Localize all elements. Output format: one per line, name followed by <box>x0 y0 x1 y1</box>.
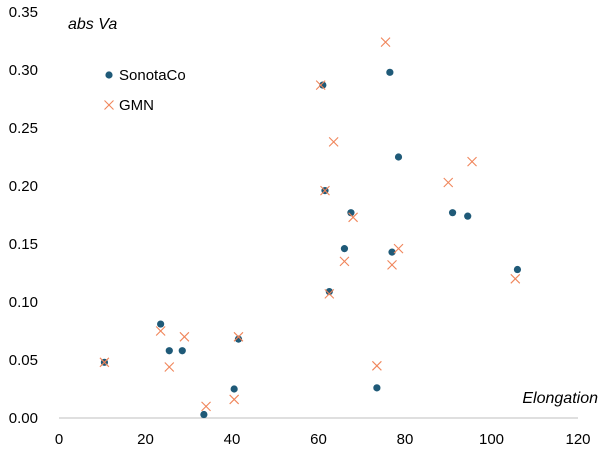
x-tick-label: 0 <box>55 431 63 448</box>
data-point-gmn <box>320 185 330 196</box>
data-point-sonotaco <box>386 68 394 76</box>
data-point-gmn <box>315 80 326 90</box>
data-point-gmn <box>229 394 240 405</box>
data-point-sonotaco <box>340 245 349 253</box>
series-sonotaco <box>100 68 522 419</box>
data-points <box>99 37 522 419</box>
data-point-sonotaco <box>448 209 457 217</box>
x-tick-label: 20 <box>137 431 154 448</box>
x-tick-label: 120 <box>565 431 590 448</box>
data-point-sonotaco <box>347 209 355 217</box>
data-point-sonotaco <box>234 335 243 343</box>
data-point-sonotaco <box>319 81 327 89</box>
x-tick-labels: 0 20 40 60 80 100 120 <box>55 431 591 448</box>
y-tick-label: 0.05 <box>9 352 38 369</box>
data-point-sonotaco <box>325 287 333 296</box>
data-point-gmn <box>510 273 521 284</box>
legend-item-gmn: GMN <box>104 97 154 114</box>
legend: SonotaCo GMN <box>104 67 186 114</box>
data-point-gmn <box>201 401 211 412</box>
y-tick-labels: 0.00 0.05 0.10 0.15 0.20 0.25 0.30 0.35 <box>9 4 38 427</box>
data-point-gmn <box>380 37 391 48</box>
legend-item-sonotaco: SonotaCo <box>105 67 186 84</box>
data-point-sonotaco <box>388 248 396 256</box>
data-point-sonotaco <box>178 347 186 355</box>
data-point-gmn <box>339 256 350 267</box>
x-tick-label: 60 <box>310 431 327 448</box>
y-tick-label: 0.25 <box>9 120 38 137</box>
data-point-gmn <box>155 326 166 336</box>
legend-label-sonotaco: SonotaCo <box>119 67 186 84</box>
y-tick-label: 0.35 <box>9 4 38 21</box>
y-tick-label: 0.10 <box>9 294 38 311</box>
data-point-gmn <box>328 137 339 147</box>
legend-marker-gmn-shape <box>104 100 114 110</box>
data-point-gmn <box>443 177 454 188</box>
data-point-gmn <box>393 243 404 254</box>
data-point-gmn <box>324 288 335 299</box>
y-axis-title: abs Va <box>68 16 117 33</box>
legend-label-gmn: GMN <box>119 97 154 114</box>
legend-marker-gmn <box>104 100 114 110</box>
data-point-sonotaco <box>464 212 472 220</box>
data-point-gmn <box>348 212 358 223</box>
data-point-sonotaco <box>513 265 522 274</box>
series-gmn <box>99 37 521 412</box>
data-point-gmn <box>371 360 382 371</box>
data-point-gmn <box>387 259 397 270</box>
data-point-sonotaco <box>394 153 403 161</box>
data-point-gmn <box>179 331 190 342</box>
x-tick-label: 100 <box>479 431 504 448</box>
y-tick-label: 0.15 <box>9 236 38 253</box>
data-point-gmn <box>233 331 244 342</box>
data-point-sonotaco <box>165 347 173 355</box>
y-tick-label: 0.00 <box>9 410 38 427</box>
data-point-sonotaco <box>200 410 208 419</box>
y-tick-label: 0.20 <box>9 178 38 195</box>
x-axis-title: Elongation <box>522 390 598 407</box>
data-point-gmn <box>164 362 175 372</box>
data-point-sonotaco <box>157 320 165 328</box>
y-tick-label: 0.30 <box>9 62 38 79</box>
legend-marker-sonotaco <box>105 71 113 79</box>
data-point-sonotaco <box>373 384 381 392</box>
x-tick-label: 80 <box>397 431 414 448</box>
data-point-gmn <box>467 156 477 167</box>
x-tick-label: 40 <box>224 431 241 448</box>
data-point-gmn <box>99 357 110 368</box>
data-point-sonotaco <box>230 385 238 393</box>
